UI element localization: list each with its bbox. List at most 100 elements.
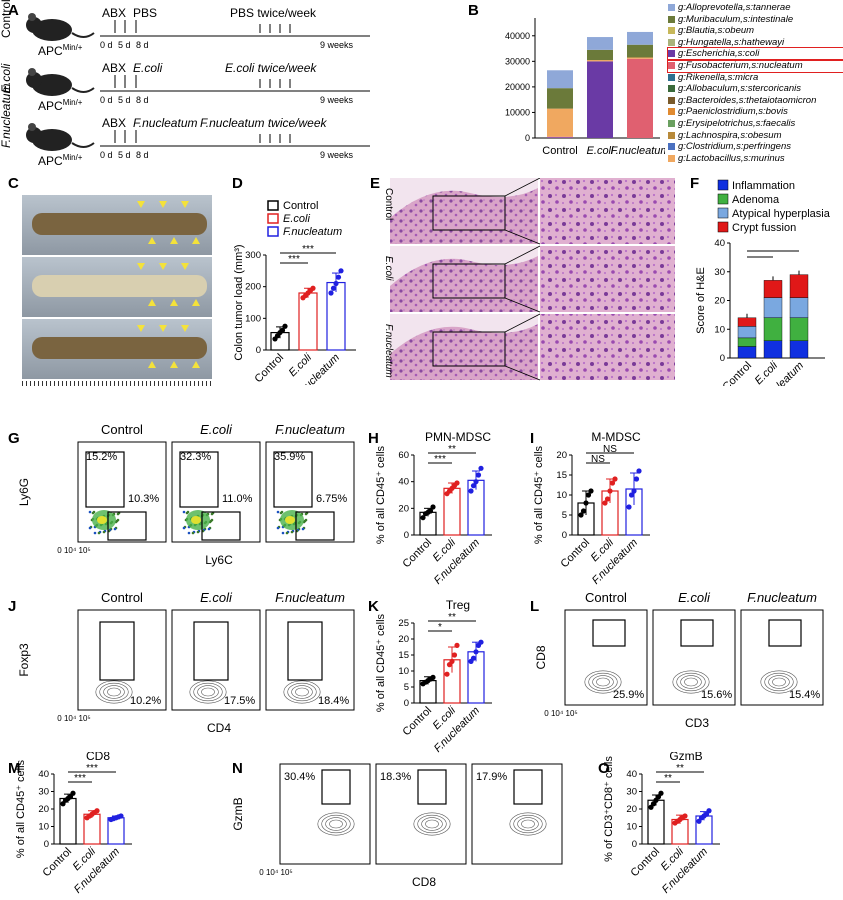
legend-label: Adenoma (732, 194, 780, 206)
event-dot (276, 526, 280, 530)
y-tick-label: 10000 (505, 107, 530, 117)
flow-plot-frame (77, 609, 167, 711)
legend-label: g:Alloprevotella,s:tannerae (678, 2, 791, 13)
data-point (473, 479, 479, 485)
y-tick-label: 60 (398, 450, 409, 461)
stacked-bar-segment (763, 340, 783, 359)
y-tick-label: 20000 (505, 82, 530, 92)
legend-item: g:Bacteroides,s:thetaiotaomicron (668, 95, 843, 107)
legend-swatch (668, 119, 675, 127)
legend-item: g:Alloprevotella,s:tannerae (668, 2, 843, 14)
gate (193, 621, 229, 681)
contour (772, 677, 786, 687)
data-point (279, 327, 286, 333)
contour (764, 672, 794, 692)
chart-title: Treg (446, 598, 470, 612)
sig-label: *** (434, 454, 446, 465)
contour (197, 685, 219, 699)
contour (421, 817, 443, 831)
tumor-arrowhead (148, 237, 156, 244)
tumor-arrowhead (170, 237, 178, 244)
mouse-ear (28, 13, 36, 21)
y-tick-label: 40 (38, 769, 49, 780)
legend-swatch (668, 27, 675, 35)
contour (95, 680, 133, 704)
contour (513, 814, 543, 834)
panel-label-n: N (232, 760, 243, 777)
y-tick-label: 20 (38, 804, 49, 815)
flow-plot-frame (171, 441, 261, 543)
mouse-head (26, 127, 42, 143)
panel-label-f: F (690, 175, 700, 192)
data-point (604, 496, 611, 502)
panel-j-flow: Control E.coli F.nucleatum 10.2% 17.5% 18.4% F… (18, 590, 355, 735)
flow-plot-frame (265, 609, 355, 711)
gate (513, 769, 543, 805)
y-tick-label: 25 (398, 618, 409, 629)
legend-item: g:Hungatella,s:hathewayi (668, 37, 843, 49)
flow-plot-frame (279, 763, 371, 865)
data-point (328, 290, 334, 296)
flow-plot-frame (265, 441, 355, 543)
y-tick-label: 15 (398, 650, 409, 661)
gate-percent: 10.2% (130, 695, 161, 707)
mouse-tail (71, 32, 95, 38)
legend-swatch (668, 96, 675, 104)
zoom-line (504, 245, 541, 265)
panel-b-legend: g:Alloprevotella,s:tannerae g:Muribaculum… (667, 2, 843, 164)
flow-plot-frame (77, 441, 167, 543)
panel-label-l: L (530, 598, 540, 615)
data-point (94, 808, 100, 814)
zoom-box (432, 263, 506, 299)
tumor-arrowhead (148, 361, 156, 368)
event-dot (88, 510, 92, 514)
tumor-arrowhead (159, 263, 167, 270)
data-point (612, 476, 618, 482)
contour (193, 682, 223, 702)
legend-label: g:Escherichia,s:coli (678, 48, 760, 60)
y-tick-label: 30000 (505, 56, 530, 66)
panel-label-i: I (530, 430, 535, 447)
data-point (70, 790, 76, 796)
tumor-arrowhead (192, 299, 200, 306)
gate-percent: 15.2% (86, 451, 117, 463)
panel-g-flow: Control E.coli F.nucleatum 15.2% 10.3% 32.3% 1… (18, 422, 355, 567)
data-point (454, 480, 460, 486)
gate (592, 619, 626, 647)
legend-label: g:Bacteroides,s:thetaiotaomicron (678, 94, 817, 106)
event-dot (191, 531, 195, 535)
flow-plot-frame (375, 763, 467, 865)
panel-label-g: G (8, 430, 20, 447)
mouse-icon (32, 74, 72, 96)
contour (417, 814, 447, 834)
gate (201, 511, 241, 541)
sig-label: ** (448, 612, 456, 623)
legend-swatch (668, 15, 675, 23)
data-point (118, 813, 124, 819)
treatment-label: E.coli (133, 61, 163, 75)
y-tick-label: 300 (245, 250, 261, 261)
plot-title: Control (101, 422, 143, 437)
stacked-bar-segment (737, 317, 757, 327)
timepoint-label: 0 d (100, 95, 113, 105)
y-tick-label: 40 (714, 238, 725, 249)
legend-item: g:Escherichia,s:coli (667, 47, 843, 61)
x-axis-label: CD4 (207, 721, 231, 735)
data-point (478, 639, 484, 645)
stacked-bar-segment (789, 340, 809, 359)
panel-n-flow: 30.4% 18.3% 17.9% GzmB CD8 0 10⁴ 10⁵ (232, 763, 563, 889)
y-tick-label: 0 (720, 353, 725, 364)
panel-b-chart: 0 10000 20000 30000 40000 Control E.coliF.nucl… (505, 18, 665, 157)
stacked-bar-segment (547, 136, 573, 138)
y-tick-label: 10 (398, 666, 409, 677)
chart-title: M-MDSC (591, 430, 641, 444)
tumor-arrowhead (159, 325, 167, 332)
y-tick-label: 0 (404, 698, 409, 709)
gate (179, 451, 219, 508)
legend-label: Crypt fussion (732, 222, 796, 234)
data-point (470, 655, 477, 661)
data-point (335, 274, 342, 280)
end-label: 9 weeks (320, 95, 354, 105)
